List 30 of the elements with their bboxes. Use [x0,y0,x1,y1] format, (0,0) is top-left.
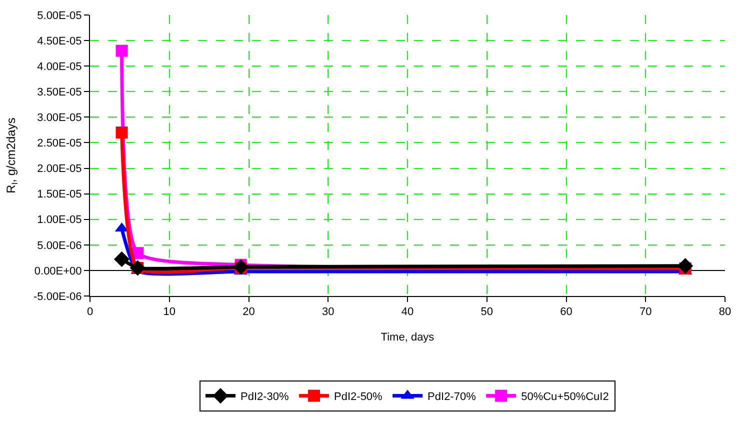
x-tick-label: 40 [401,306,414,318]
y-tick-label: 5.00E-06 [37,240,82,252]
x-tick-label: 80 [718,306,732,318]
y-tick-label: 3.50E-05 [37,86,82,98]
x-tick-label: 0 [86,306,94,318]
point [116,126,128,139]
point [114,251,130,268]
x-tick-label: 10 [163,306,176,318]
y-tick-label: 4.00E-05 [37,60,82,73]
y-tick-label: 3.00E-05 [37,112,82,124]
x-tick-label: 60 [560,306,572,318]
y-tick-label: 2.00E-05 [37,163,82,176]
y-tick-label: 2.50E-05 [37,138,82,150]
legend-label: PdI2-50% [334,391,383,404]
legend-label: 50%Cu+50%CuI2 [521,391,609,404]
y-tick-label: -5.00E-06 [33,290,82,303]
y-tick-label: 0.00E+00 [34,265,82,278]
x-tick-label: 50 [480,306,494,318]
x-axis-title: Time, days [380,331,435,344]
point [116,44,128,57]
x-tick-label: 20 [242,306,255,318]
y-tick-label: 5.00E-05 [37,10,82,22]
legend-label: PdI2-70% [428,391,476,404]
y-tick-label: 1.50E-05 [37,188,82,201]
y-tick-label: 1.00E-05 [37,214,82,226]
x-tick-label: 70 [640,306,652,318]
legend-label: PdI2-30% [240,391,290,404]
point [678,258,694,274]
y-tick-label: 4.50E-05 [37,35,82,48]
x-tick-label: 30 [322,306,334,318]
